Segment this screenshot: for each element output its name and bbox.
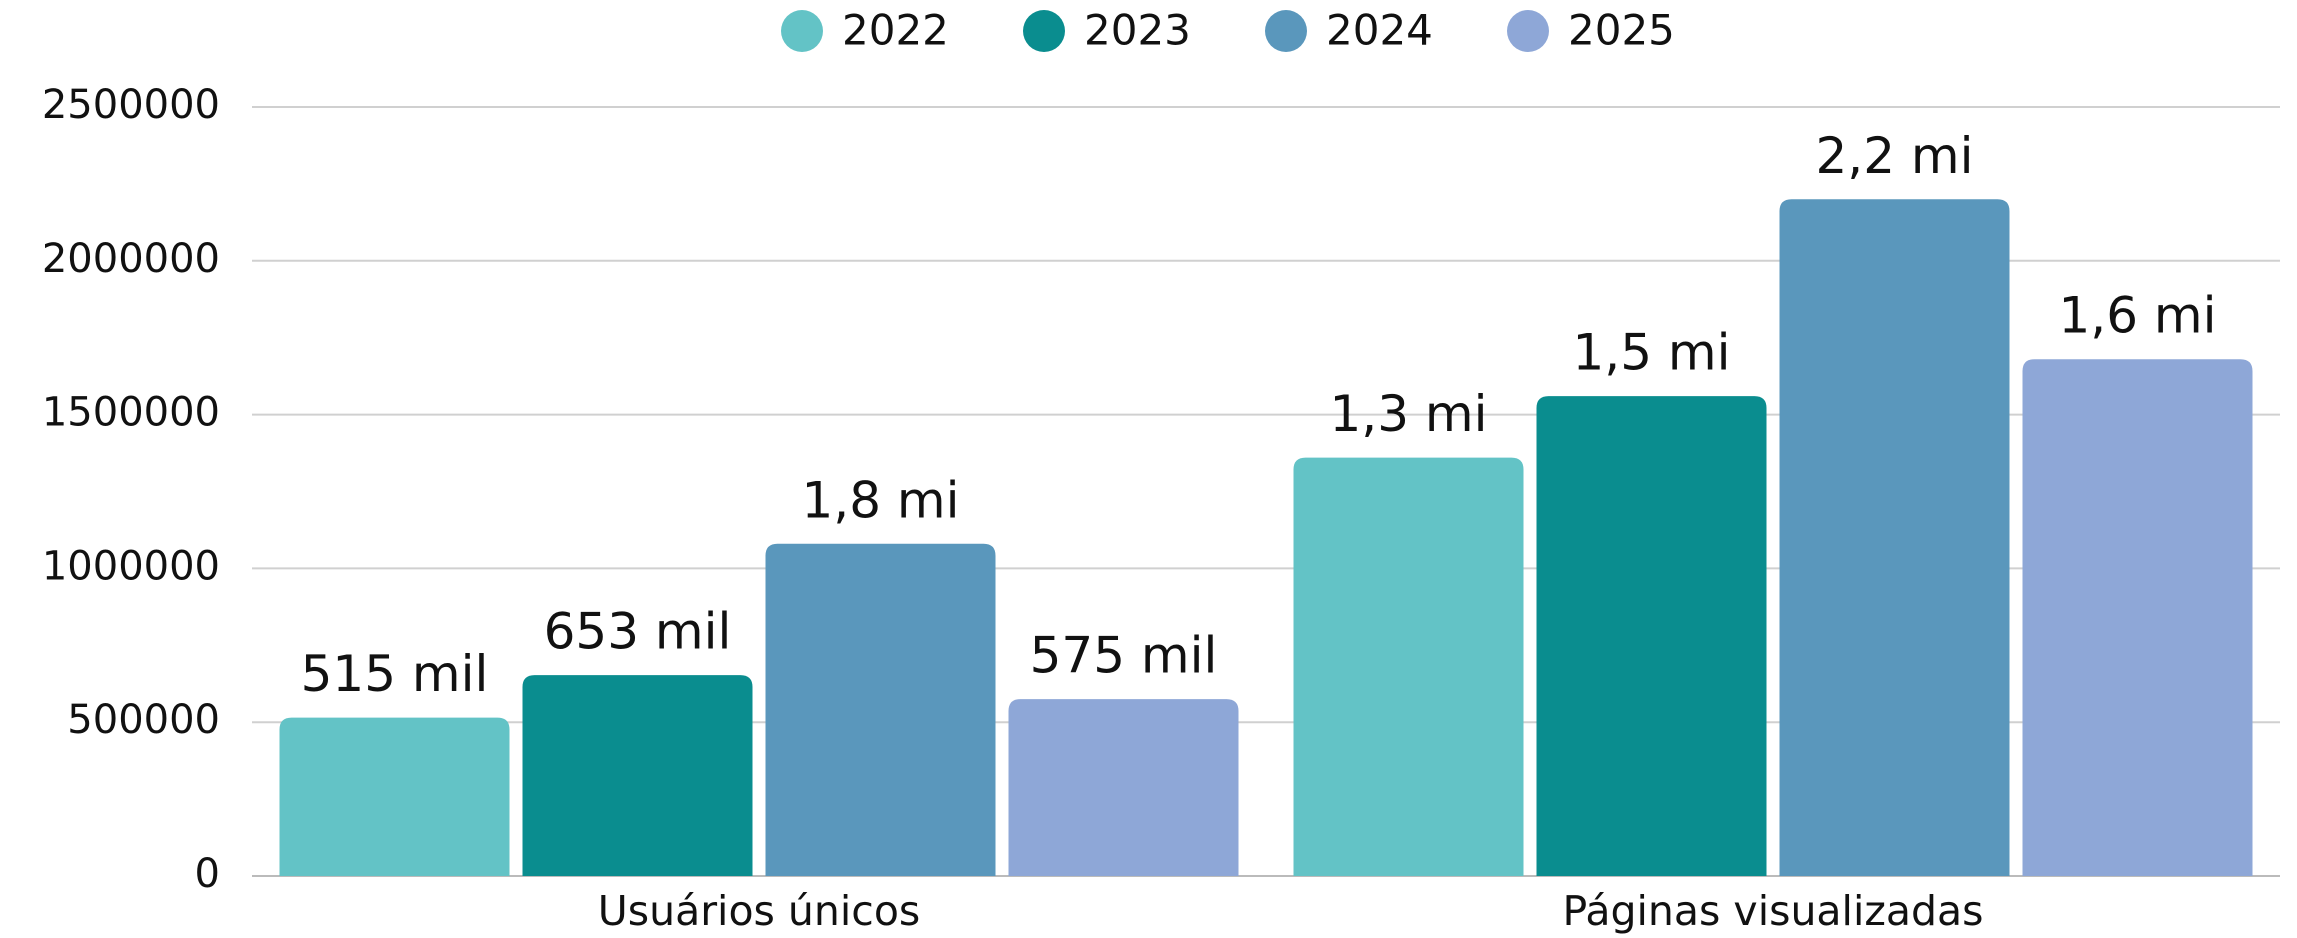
bar	[1536, 396, 1767, 876]
data-label: 1,6 mi	[2058, 287, 2216, 345]
bar	[522, 675, 753, 876]
legend-label: 2022	[842, 6, 949, 55]
bar	[1293, 457, 1524, 876]
legend-swatch	[781, 10, 823, 52]
legend-swatch	[1507, 10, 1549, 52]
y-tick-label: 1000000	[42, 543, 220, 589]
bar	[765, 543, 996, 876]
x-tick-label: Páginas visualizadas	[1563, 887, 1984, 935]
y-tick-label: 1500000	[42, 390, 220, 436]
bar	[1008, 699, 1239, 876]
y-tick-label: 2000000	[42, 236, 220, 282]
x-tick-label: Usuários únicos	[598, 887, 921, 935]
data-label: 653 mil	[544, 603, 732, 661]
data-label: 2,2 mi	[1815, 127, 1973, 185]
bar	[2022, 359, 2253, 876]
data-label: 1,8 mi	[801, 471, 959, 529]
data-label: 515 mil	[301, 645, 489, 703]
y-tick-label: 2500000	[42, 82, 220, 128]
bar	[279, 717, 510, 876]
data-label: 1,5 mi	[1572, 324, 1730, 382]
legend-swatch	[1023, 10, 1065, 52]
legend-swatch	[1265, 10, 1307, 52]
data-label: 1,3 mi	[1329, 385, 1487, 443]
y-tick-label: 0	[195, 851, 220, 897]
bar	[1779, 199, 2010, 876]
y-tick-label: 500000	[67, 697, 220, 743]
data-label: 575 mil	[1030, 627, 1218, 685]
legend-label: 2024	[1326, 6, 1433, 55]
legend-label: 2025	[1568, 6, 1675, 55]
legend-label: 2023	[1084, 6, 1191, 55]
